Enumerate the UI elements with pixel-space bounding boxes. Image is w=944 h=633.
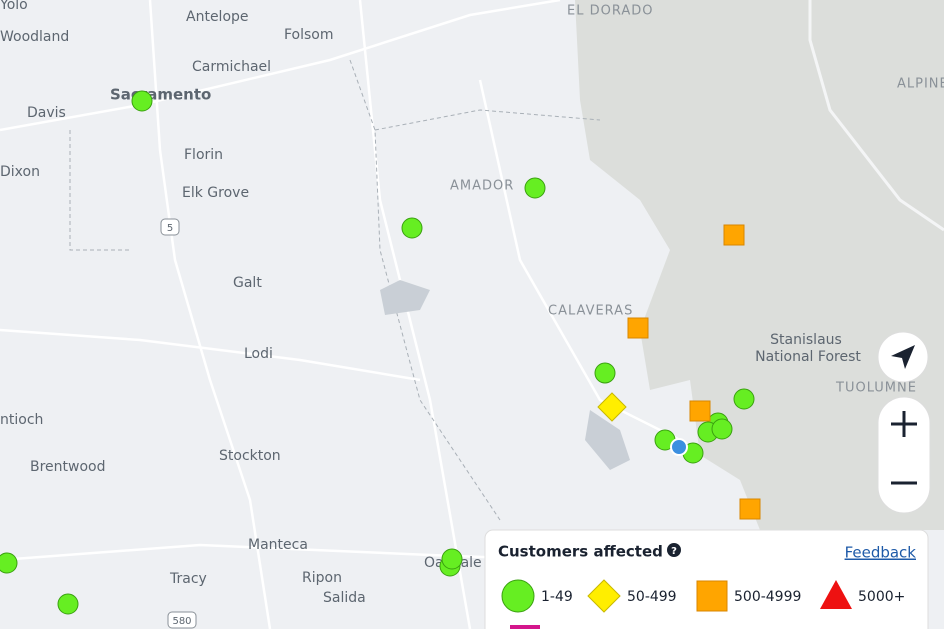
outage-marker[interactable] — [723, 224, 745, 246]
place-label: Tracy — [169, 571, 207, 587]
lakes — [380, 280, 630, 470]
place-label: Dixon — [0, 164, 40, 180]
place-label: Brentwood — [30, 459, 106, 475]
zoom-in[interactable] — [891, 411, 917, 437]
outage-marker[interactable] — [57, 593, 79, 615]
place-label: National Forest — [755, 349, 861, 365]
place-label: TUOLUMNE — [835, 381, 917, 396]
feedback-link[interactable]: Feedback — [845, 544, 917, 562]
place-label: Ripon — [302, 570, 342, 586]
map-controls — [877, 331, 931, 514]
place-label: Davis — [27, 105, 66, 121]
place-label: Carmichael — [192, 59, 271, 75]
outage-marker[interactable] — [594, 362, 616, 384]
highway-label: 580 — [172, 616, 191, 627]
legend-symbol — [510, 625, 540, 629]
place-label: Folsom — [284, 27, 334, 43]
place-label: Galt — [233, 275, 262, 291]
outage-marker[interactable] — [524, 177, 546, 199]
place-label: Antelope — [186, 9, 249, 25]
place-label: Lodi — [244, 346, 273, 362]
place-label: Stanislaus — [770, 332, 842, 348]
legend-label: 1-49 — [541, 589, 573, 605]
place-label: Stockton — [219, 448, 281, 464]
county-lines — [69, 59, 601, 521]
place-label: Florin — [184, 147, 223, 163]
legend-symbol — [820, 580, 852, 609]
outage-markers[interactable] — [0, 90, 761, 615]
legend-label: 500-4999 — [734, 589, 801, 605]
place-label: Sacramento — [110, 86, 211, 104]
help-icon[interactable] — [667, 543, 681, 557]
highway-shield — [160, 218, 180, 236]
place-label: Elk Grove — [182, 185, 249, 201]
outage-marker[interactable] — [711, 418, 733, 440]
place-label: AMADOR — [450, 179, 514, 194]
highway-shield — [167, 611, 197, 629]
outage-marker[interactable] — [441, 548, 463, 570]
legend-title: Customers affected — [498, 543, 663, 561]
outage-marker[interactable] — [733, 388, 755, 410]
place-label: ntioch — [0, 412, 43, 428]
boundary — [808, 0, 944, 232]
legend: Customers affected ? Feedback 1-49 50-49… — [484, 529, 929, 633]
place-label: Manteca — [248, 537, 308, 553]
place-label: Salida — [323, 590, 366, 606]
outage-marker[interactable] — [131, 90, 153, 112]
outage-marker[interactable] — [739, 498, 761, 520]
outage-marker[interactable] — [401, 217, 423, 239]
place-label: Yolo — [0, 0, 28, 13]
place-label: Woodland — [0, 29, 69, 45]
legend-symbol — [501, 579, 535, 613]
highway-label: 5 — [167, 223, 173, 234]
forest-area — [575, 0, 944, 530]
outage-marker[interactable] — [597, 392, 627, 422]
legend-label: 5000+ — [858, 589, 905, 605]
legend-label: 50-499 — [627, 589, 677, 605]
place-label: CALAVERAS — [548, 304, 633, 319]
place-label: ALPINE — [897, 77, 944, 92]
legend-symbol — [587, 579, 621, 613]
legend-symbol — [696, 580, 728, 612]
locate-icon — [891, 345, 915, 369]
place-label: EL DORADO — [567, 4, 653, 19]
outage-marker[interactable] — [627, 317, 649, 339]
outage-marker[interactable] — [689, 400, 711, 422]
outage-marker[interactable] — [0, 552, 18, 574]
help-label: ? — [671, 546, 677, 557]
user-location — [670, 438, 688, 456]
